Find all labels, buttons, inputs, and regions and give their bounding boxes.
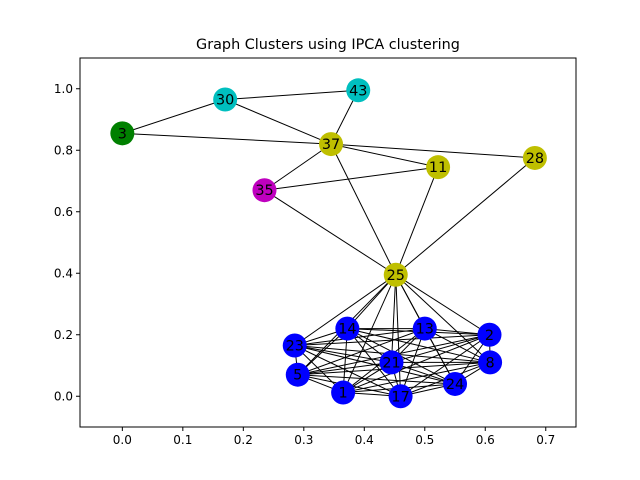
- node-label-5: 5: [293, 368, 302, 384]
- nodes-layer: 3 30 43 37 11 28 35 25 14 13 2 23 21 8 5 24 1 17: [110, 78, 547, 409]
- node-8: [478, 350, 503, 375]
- node-label-23: 23: [286, 339, 304, 355]
- edge-8-1: [343, 361, 491, 394]
- edge-37-25: [330, 143, 397, 276]
- x-tick-label: 0.2: [234, 433, 253, 447]
- edge-37-28: [330, 143, 535, 159]
- edge-14-17: [346, 328, 401, 397]
- node-label-1: 1: [339, 386, 348, 402]
- node-2: [477, 322, 502, 347]
- node-label-35: 35: [255, 183, 273, 199]
- y-tick-label: 0.6: [54, 205, 73, 219]
- edge-28-25: [395, 157, 536, 276]
- node-label-17: 17: [391, 389, 409, 405]
- node-25: [383, 262, 408, 287]
- x-tick-label: 0.6: [476, 433, 495, 447]
- x-tick-label: 0.0: [113, 433, 132, 447]
- node-label-28: 28: [526, 151, 544, 167]
- edge-25-8: [395, 274, 491, 363]
- node-17: [388, 384, 413, 409]
- edge-25-14: [346, 274, 397, 329]
- node-label-25: 25: [387, 268, 405, 284]
- edge-30-43: [225, 89, 359, 101]
- y-tick-label: 0.4: [54, 266, 73, 280]
- edge-13-8: [424, 328, 491, 363]
- edge-23-17: [294, 345, 401, 397]
- node-23: [282, 333, 307, 358]
- node-label-21: 21: [382, 355, 400, 371]
- x-tick-label: 0.3: [294, 433, 313, 447]
- node-label-2: 2: [485, 328, 494, 344]
- y-axis: 0.0 0.2 0.4 0.6 0.8 1.0: [54, 82, 80, 403]
- edge-25-21: [391, 274, 397, 363]
- x-tick-label: 0.4: [355, 433, 374, 447]
- edge-11-25: [395, 166, 439, 275]
- edge-35-25: [264, 189, 397, 276]
- node-13: [412, 316, 437, 341]
- edge-30-37: [224, 99, 332, 145]
- node-label-24: 24: [446, 377, 464, 393]
- edge-5-24: [297, 374, 456, 385]
- node-label-14: 14: [338, 322, 356, 338]
- node-label-30: 30: [216, 93, 234, 109]
- node-11: [426, 155, 451, 180]
- edge-3-37: [122, 132, 332, 145]
- y-tick-label: 1.0: [54, 82, 73, 96]
- node-14: [335, 316, 360, 341]
- node-label-37: 37: [322, 137, 340, 153]
- edge-37-35: [264, 143, 332, 191]
- edge-35-11: [264, 166, 439, 191]
- node-5: [285, 362, 310, 387]
- node-label-43: 43: [349, 83, 367, 99]
- edge-3-30: [122, 99, 226, 134]
- chart-title: Graph Clusters using IPCA clustering: [196, 37, 460, 53]
- edge-2-1: [342, 334, 490, 394]
- edge-25-17: [395, 274, 402, 397]
- node-1: [331, 380, 356, 405]
- node-3: [110, 121, 135, 146]
- plot-frame: [79, 57, 577, 428]
- edge-23-21: [294, 345, 392, 363]
- node-28: [522, 145, 547, 170]
- node-label-13: 13: [416, 322, 434, 338]
- y-tick-label: 0.8: [54, 143, 73, 157]
- edge-37-11: [330, 143, 439, 168]
- node-30: [213, 87, 238, 112]
- node-24: [443, 371, 468, 396]
- edge-25-2: [395, 274, 490, 336]
- node-label-3: 3: [118, 126, 127, 142]
- node-label-8: 8: [486, 355, 495, 371]
- node-43: [346, 78, 371, 103]
- edge-2-23: [294, 334, 490, 347]
- y-tick-label: 0.2: [54, 328, 73, 342]
- edge-2-21: [391, 334, 490, 363]
- x-tick-label: 0.7: [536, 433, 555, 447]
- x-axis: 0.0 0.1 0.2 0.3 0.4 0.5 0.6 0.7: [113, 427, 555, 447]
- node-label-11: 11: [429, 160, 447, 176]
- x-tick-label: 0.1: [173, 433, 192, 447]
- node-37: [319, 132, 344, 157]
- edge-13-23: [294, 328, 425, 347]
- y-tick-label: 0.0: [54, 389, 73, 403]
- node-21: [379, 350, 404, 375]
- edge-21-5: [297, 361, 392, 376]
- edge-25-23: [294, 274, 397, 346]
- node-35: [252, 178, 277, 203]
- x-tick-label: 0.5: [415, 433, 434, 447]
